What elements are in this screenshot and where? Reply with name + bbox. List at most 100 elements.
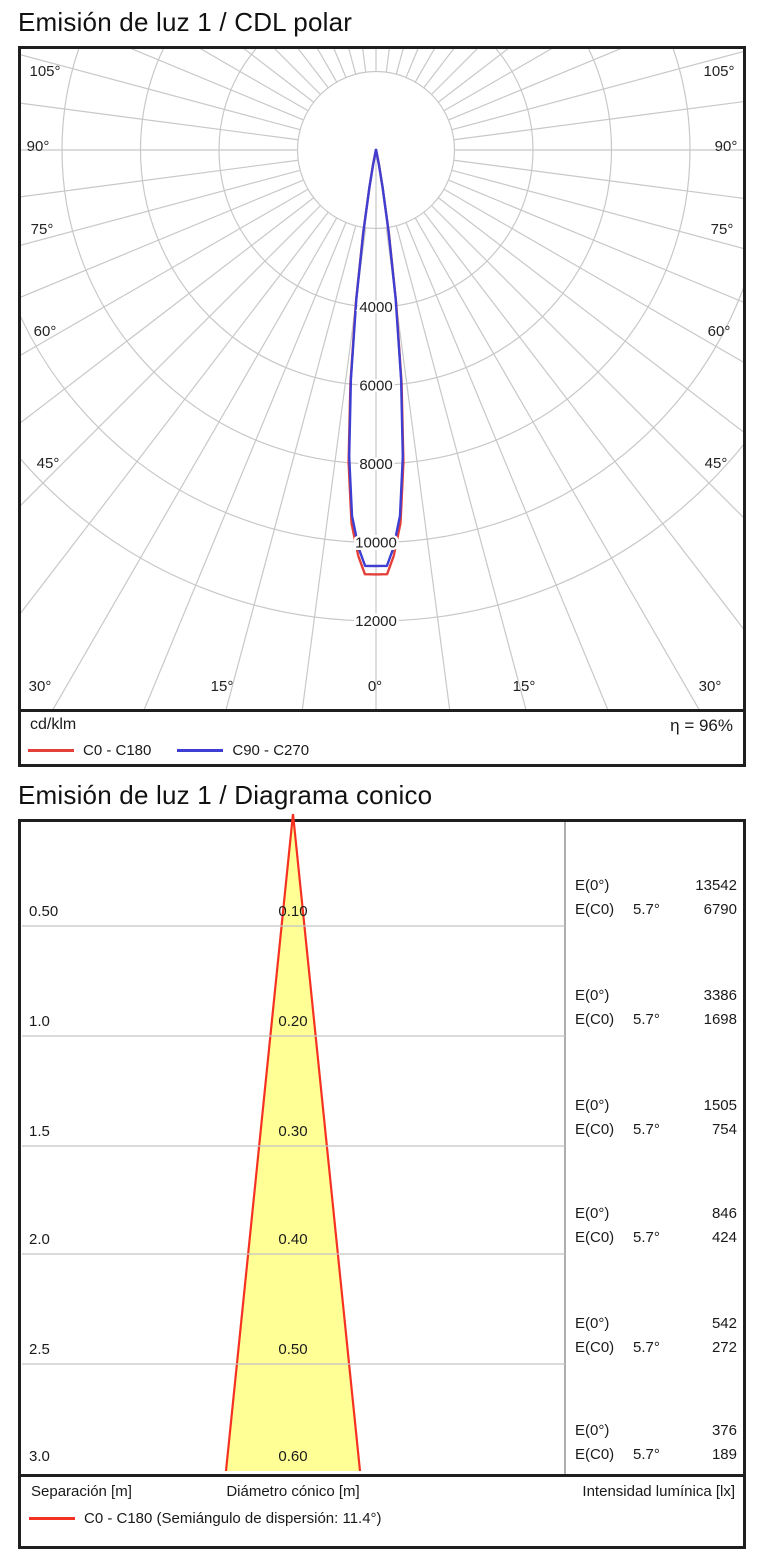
diameter-axis-label: Diámetro cónico [m]: [226, 1483, 360, 1500]
illuminance-line-e0: E(0°) 846: [575, 1205, 737, 1222]
cone-c0-c180-line-swatch: [29, 1517, 75, 1520]
cone-legend-row: C0 - C180 (Semiángulo de dispersión: 11.…: [29, 1510, 382, 1527]
angle-tick-label: 75°: [711, 221, 734, 238]
illuminance-line-ec0: E(C0) 5.7° 272: [575, 1339, 737, 1356]
illuminance-line-e0: E(0°) 3386: [575, 987, 737, 1004]
angle-tick-label: 75°: [31, 221, 54, 238]
polar-spoke: [297, 49, 329, 89]
angle-tick-label: 60°: [34, 323, 57, 340]
separation-value: 1.0: [29, 1013, 50, 1030]
light-cone-shape: [226, 814, 360, 1471]
polar-spoke: [130, 49, 304, 121]
polar-spoke: [448, 49, 622, 121]
e0-value: 13542: [695, 877, 737, 894]
angle-tick-label: 30°: [29, 678, 52, 695]
polar-spoke: [451, 51, 743, 131]
illuminance-line-e0: E(0°) 542: [575, 1315, 737, 1332]
e0-label: E(0°): [575, 1097, 610, 1114]
separation-value: 2.5: [29, 1341, 50, 1358]
beam-half-angle-value: 5.7°: [633, 901, 660, 918]
ec0-label: E(C0): [575, 1229, 615, 1246]
e0-spacer: [633, 877, 685, 894]
e0-value: 846: [711, 1205, 737, 1222]
polar-spoke: [443, 188, 743, 363]
efficiency-label: η = 96%: [670, 716, 733, 735]
radial-tick-label: 10000: [355, 535, 397, 552]
polar-spoke: [21, 179, 304, 298]
intensity-axis-label: Intensidad lumínica [lx]: [582, 1483, 735, 1500]
beam-half-angle-value: 5.7°: [633, 1229, 660, 1246]
cone-diameter-value: 0.60: [278, 1448, 308, 1465]
separation-value: 3.0: [29, 1448, 50, 1465]
angle-tick-label: 105°: [29, 63, 60, 80]
polar-spoke: [301, 227, 367, 709]
beam-half-angle-value: 5.7°: [633, 1446, 660, 1463]
cone-diameter-value: 0.20: [278, 1013, 308, 1030]
polar-spoke: [395, 225, 527, 709]
ec0-value: 272: [711, 1339, 737, 1356]
polar-spoke: [448, 179, 743, 303]
e0-value: 1505: [703, 1097, 737, 1114]
angle-tick-label: 45°: [37, 455, 60, 472]
polar-spoke: [21, 205, 321, 506]
angle-tick-label: 90°: [27, 138, 50, 155]
polar-chart-frame: 4000 6000 8000 10000 12000 105° 90° 75° 60° 45° 10…: [18, 46, 746, 767]
polar-spoke: [21, 102, 299, 141]
illuminance-line-ec0: E(C0) 5.7° 754: [575, 1121, 737, 1138]
angle-tick-label: 15°: [513, 678, 536, 695]
c90-c270-legend-label: C90 - C270: [232, 742, 310, 759]
illuminance-line-ec0: E(C0) 5.7° 1698: [575, 1011, 737, 1028]
polar-spoke: [431, 205, 743, 518]
cone-footer: Separación [m] Diámetro cónico [m] Inten…: [21, 1474, 743, 1546]
polar-spoke: [423, 211, 743, 630]
cone-diameter-value: 0.10: [278, 903, 308, 920]
polar-spoke: [21, 54, 301, 131]
polar-spoke: [21, 169, 301, 246]
polar-unit-label: cd/klm: [30, 716, 77, 733]
cone-plot-area: 0.50 0.10 E(0°) 13542 E(C0) 5.7° 6790 1.0 0.20 E(…: [21, 813, 743, 1474]
cone-left-edge: [224, 813, 295, 1472]
cone-legend-label: C0 - C180 (Semiángulo de dispersión: 11.…: [84, 1510, 382, 1527]
angle-tick-label: 30°: [699, 678, 722, 695]
ec0-value: 754: [711, 1121, 737, 1138]
polar-spoke: [21, 188, 309, 356]
e0-spacer: [633, 1205, 685, 1222]
illuminance-line-ec0: E(C0) 5.7° 424: [575, 1229, 737, 1246]
e0-spacer: [633, 1097, 685, 1114]
beam-half-angle-value: 5.7°: [633, 1011, 660, 1028]
e0-label: E(0°): [575, 1205, 610, 1222]
e0-label: E(0°): [575, 1422, 610, 1439]
radial-tick-label: 8000: [359, 456, 392, 473]
cone-diagram-svg: [22, 813, 566, 1474]
e0-spacer: [633, 1422, 685, 1439]
angle-tick-label: 15°: [211, 678, 234, 695]
ec0-label: E(C0): [575, 1339, 615, 1356]
e0-value: 376: [711, 1422, 737, 1439]
polar-spoke: [437, 49, 509, 103]
illuminance-line-ec0: E(C0) 5.7° 189: [575, 1446, 737, 1463]
ec0-label: E(C0): [575, 1446, 615, 1463]
e0-value: 3386: [703, 987, 737, 1004]
cone-diameter-value: 0.30: [278, 1123, 308, 1140]
polar-plot-area: 4000 6000 8000 10000 12000 105° 90° 75° 60° 45° 10…: [21, 49, 743, 709]
polar-spoke: [21, 197, 315, 424]
e0-label: E(0°): [575, 987, 610, 1004]
ec0-label: E(C0): [575, 901, 615, 918]
separation-axis-label: Separación [m]: [31, 1483, 132, 1500]
cone-chart-frame: 0.50 0.10 E(0°) 13542 E(C0) 5.7° 6790 1.0 0.20 E(…: [18, 813, 746, 1549]
e0-value: 542: [711, 1315, 737, 1332]
e0-spacer: [633, 1315, 685, 1332]
ec0-value: 189: [711, 1446, 737, 1463]
polar-spoke: [437, 197, 743, 433]
polar-spoke: [21, 159, 299, 198]
angle-tick-label: 90°: [715, 138, 738, 155]
polar-chart-title: Emisión de luz 1 / CDL polar: [18, 7, 353, 37]
c0-c180-legend-label: C0 - C180: [83, 742, 152, 759]
ec0-value: 6790: [703, 901, 737, 918]
cone-diameter-value: 0.40: [278, 1231, 308, 1248]
polar-spoke: [385, 227, 451, 709]
c90-c270-line-swatch: [177, 749, 224, 752]
radial-tick-label: 6000: [359, 378, 392, 395]
separation-value: 1.5: [29, 1123, 50, 1140]
polar-spoke: [52, 217, 338, 709]
